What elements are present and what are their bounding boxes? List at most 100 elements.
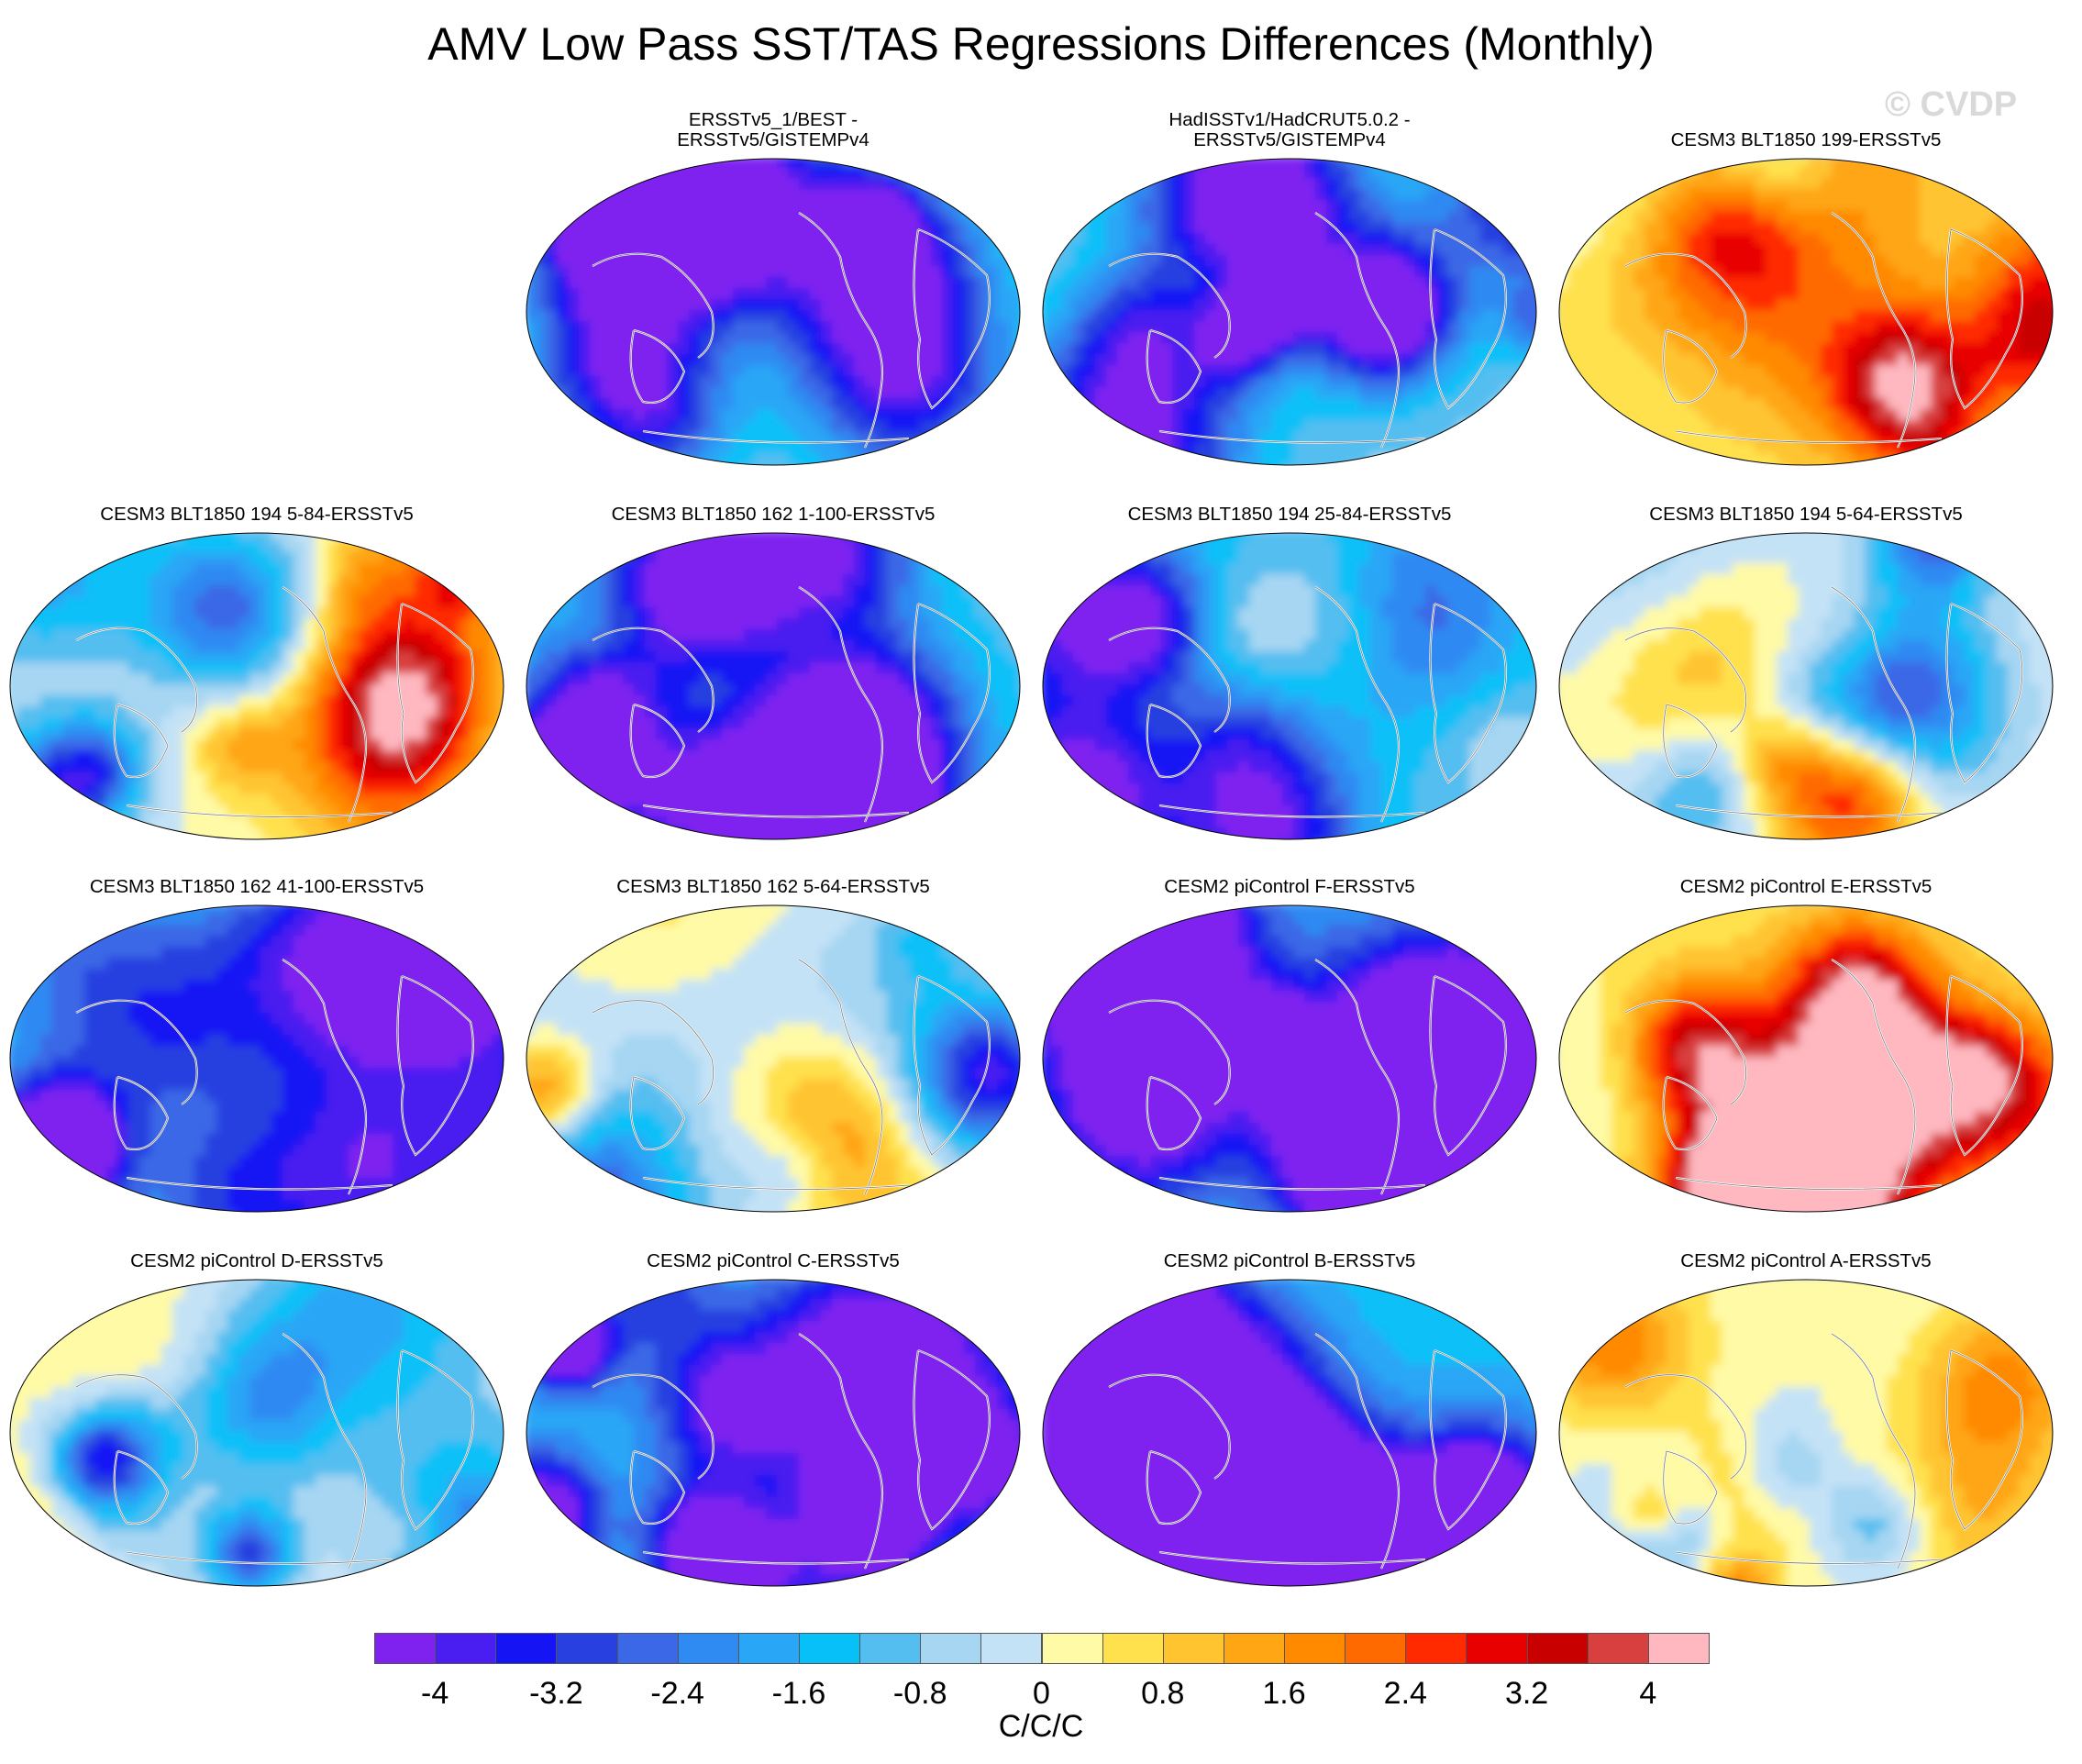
regression-field: [1559, 159, 2053, 465]
panel-title: CESM3 BLT1850 162 41-100-ERSSTv5: [0, 877, 514, 897]
colorbar-box: [677, 1633, 739, 1664]
map-panel: CESM2 piControl A-ERSSTv5: [1549, 1224, 2063, 1600]
colorbar-tick-label: -3.2: [501, 1675, 611, 1712]
map-border: [1042, 532, 1537, 840]
colorbar-box: [556, 1633, 618, 1664]
coastlines: [592, 959, 991, 1195]
robinson-map: [9, 532, 504, 840]
colorbar-box: [1526, 1633, 1589, 1664]
regression-field: [1559, 905, 2053, 1212]
robinson-map: [1042, 1279, 1537, 1587]
colorbar-tick-label: 0.8: [1108, 1675, 1218, 1712]
map-border: [1042, 904, 1537, 1213]
regression-field: [10, 533, 504, 839]
panel-title: CESM2 piControl F-ERSSTv5: [1033, 877, 1546, 897]
colorbar-box: [1102, 1633, 1164, 1664]
map-panel: CESM3 BLT1850 162 41-100-ERSSTv5: [0, 849, 514, 1226]
map-panel: CESM3 BLT1850 194 25-84-ERSSTv5: [1033, 477, 1546, 853]
colorbar-box: [1284, 1633, 1346, 1664]
panel-title: CESM2 piControl B-ERSSTv5: [1033, 1251, 1546, 1271]
colorbar-tick-label: 4: [1593, 1675, 1703, 1712]
coastlines: [1108, 1333, 1507, 1570]
map-panel: ERSSTv5_1/BEST - ERSSTv5/GISTEMPv4: [516, 103, 1030, 479]
colorbar-tick-label: 1.6: [1229, 1675, 1339, 1712]
map-panel: HadISSTv1/HadCRUT5.0.2 - ERSSTv5/GISTEMP…: [1033, 103, 1546, 479]
colorbar-box: [798, 1633, 861, 1664]
copyright-watermark: © CVDP: [1885, 84, 2017, 125]
regression-field: [526, 533, 1020, 839]
map-panel: CESM3 BLT1850 199-ERSSTv5: [1549, 103, 2063, 479]
map-panel: CESM2 piControl F-ERSSTv5: [1033, 849, 1546, 1226]
colorbar-box: [1041, 1633, 1103, 1664]
coastlines: [1624, 1333, 2023, 1570]
colorbar-box: [1345, 1633, 1407, 1664]
map-border: [526, 532, 1021, 840]
panel-title: CESM3 BLT1850 162 5-64-ERSSTv5: [516, 877, 1030, 897]
panel-title: CESM3 BLT1850 194 25-84-ERSSTv5: [1033, 505, 1546, 525]
colorbar-box: [859, 1633, 922, 1664]
colorbar: [374, 1633, 1710, 1664]
map-panel: CESM2 piControl D-ERSSTv5: [0, 1224, 514, 1600]
coastlines: [75, 1333, 474, 1570]
colorbar-tick-label: -2.4: [623, 1675, 733, 1712]
panel-title: CESM3 BLT1850 194 5-64-ERSSTv5: [1549, 505, 2063, 525]
map-border: [1042, 1279, 1537, 1587]
map-border: [1042, 158, 1537, 466]
map-border: [1558, 1279, 2054, 1587]
coastlines: [1624, 586, 2023, 823]
colorbar-box: [1162, 1633, 1224, 1664]
map-panel: CESM2 piControl E-ERSSTv5: [1549, 849, 2063, 1226]
regression-field: [1043, 533, 1536, 839]
figure-title: AMV Low Pass SST/TAS Regressions Differe…: [0, 17, 2082, 72]
robinson-map: [9, 904, 504, 1213]
robinson-map: [526, 158, 1021, 466]
robinson-map: [526, 532, 1021, 840]
map-border: [526, 904, 1021, 1213]
regression-field: [526, 905, 1020, 1212]
robinson-map: [526, 1279, 1021, 1587]
colorbar-box: [1223, 1633, 1286, 1664]
colorbar-tick-label: 0: [987, 1675, 1097, 1712]
coastlines: [592, 1333, 991, 1570]
robinson-map: [9, 1279, 504, 1587]
coastlines: [1108, 212, 1507, 449]
panel-title: CESM3 BLT1850 199-ERSSTv5: [1549, 130, 2063, 150]
colorbar-unit-label: C/C/C: [0, 1708, 2082, 1745]
robinson-map: [1558, 532, 2054, 840]
robinson-map: [526, 904, 1021, 1213]
panel-title: CESM3 BLT1850 194 5-84-ERSSTv5: [0, 505, 514, 525]
colorbar-tick-label: -1.6: [744, 1675, 854, 1712]
regression-field: [1043, 159, 1536, 465]
map-border: [9, 532, 504, 840]
robinson-map: [1042, 904, 1537, 1213]
coastlines: [1624, 959, 2023, 1195]
panel-title: ERSSTv5_1/BEST - ERSSTv5/GISTEMPv4: [516, 110, 1030, 150]
map-border: [1558, 532, 2054, 840]
map-panel: CESM2 piControl B-ERSSTv5: [1033, 1224, 1546, 1600]
robinson-map: [1558, 904, 2054, 1213]
panel-title: HadISSTv1/HadCRUT5.0.2 - ERSSTv5/GISTEMP…: [1033, 110, 1546, 150]
map-border: [526, 158, 1021, 466]
map-border: [1558, 158, 2054, 466]
map-border: [1558, 904, 2054, 1213]
panel-title: CESM2 piControl D-ERSSTv5: [0, 1251, 514, 1271]
coastlines: [1108, 586, 1507, 823]
coastlines: [75, 586, 474, 823]
map-panel: CESM3 BLT1850 194 5-84-ERSSTv5: [0, 477, 514, 853]
colorbar-box: [616, 1633, 679, 1664]
colorbar-tick-label: -4: [380, 1675, 490, 1712]
panel-title: CESM2 piControl A-ERSSTv5: [1549, 1251, 2063, 1271]
coastlines: [592, 212, 991, 449]
colorbar-box: [1647, 1633, 1710, 1664]
colorbar-box: [495, 1633, 558, 1664]
colorbar-box: [920, 1633, 982, 1664]
regression-field: [526, 159, 1020, 465]
regression-field: [526, 1280, 1020, 1586]
panel-title: CESM3 BLT1850 162 1-100-ERSSTv5: [516, 505, 1030, 525]
map-panel: CESM3 BLT1850 162 5-64-ERSSTv5: [516, 849, 1030, 1226]
coastlines: [1624, 212, 2023, 449]
colorbar-box: [1405, 1633, 1467, 1664]
regression-field: [10, 905, 504, 1212]
colorbar-box: [435, 1633, 497, 1664]
panel-title: CESM2 piControl C-ERSSTv5: [516, 1251, 1030, 1271]
